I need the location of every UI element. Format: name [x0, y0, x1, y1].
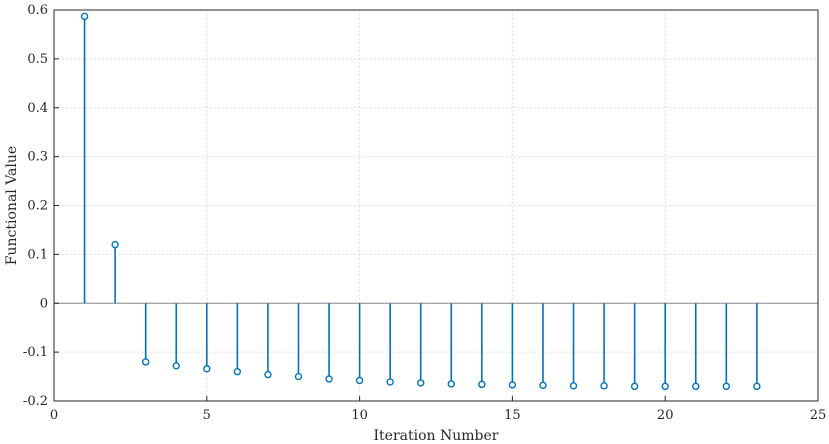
stem-marker	[753, 382, 761, 391]
stem-marker	[600, 382, 608, 390]
y-axis-label: Functional Value	[4, 146, 20, 265]
stem-marker	[722, 382, 731, 391]
y-tick-label: 0.6	[27, 3, 48, 18]
stem-marker	[141, 358, 150, 366]
stem-marker	[508, 381, 517, 389]
stem-marker	[447, 380, 455, 388]
y-tick-label: -0.1	[23, 345, 48, 360]
stem-marker	[386, 378, 394, 386]
stem-marker	[294, 372, 303, 381]
x-axis-label: Iteration Number	[374, 428, 499, 444]
stem-marker	[569, 382, 578, 390]
y-tick-label: 0.5	[27, 52, 48, 67]
x-tick-label: 10	[351, 408, 368, 423]
stem-marker	[172, 362, 180, 370]
stem-marker	[264, 370, 272, 379]
stem-marker	[80, 12, 89, 21]
y-tick-labels: -0.2 -0.1 0 0.1 0.2 0.3 0.4 0.5 0.6	[23, 3, 59, 409]
stem-marker	[692, 382, 700, 391]
stem-marker	[478, 380, 486, 389]
stem-marker	[539, 381, 547, 390]
x-tick-label: 5	[203, 408, 211, 423]
stem-marker	[630, 382, 639, 391]
grid	[54, 10, 818, 401]
stem-marker	[417, 379, 425, 387]
x-tick-labels: 0 5 10 15 20 25	[50, 396, 826, 423]
stem-marker	[355, 376, 364, 385]
stems	[80, 12, 761, 391]
x-tick-label: 15	[504, 408, 521, 423]
x-tick-label: 20	[657, 408, 674, 423]
stem-marker	[111, 240, 119, 249]
x-tick-label: 0	[50, 408, 58, 423]
y-tick-label: -0.2	[23, 394, 48, 409]
stem-marker	[203, 365, 211, 373]
y-tick-label: 0.1	[27, 247, 48, 262]
y-tick-label: 0.3	[27, 150, 48, 165]
stem-marker	[661, 382, 669, 391]
stem-marker	[325, 375, 333, 383]
y-tick-label: 0.2	[27, 199, 48, 214]
x-tick-label: 25	[810, 408, 827, 423]
y-tick-label: 0	[40, 296, 48, 311]
y-tick-label: 0.4	[27, 101, 48, 116]
stem-marker	[233, 367, 242, 376]
